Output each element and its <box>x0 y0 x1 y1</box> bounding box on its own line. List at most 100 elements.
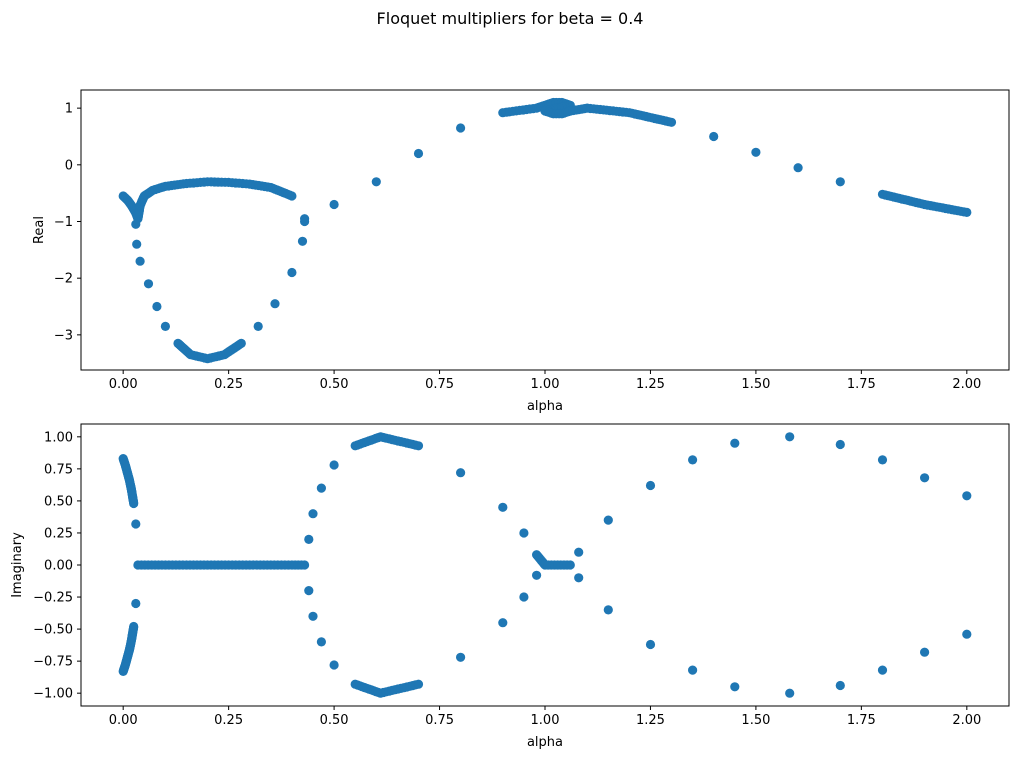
y-tick-label: −0.75 <box>33 655 73 670</box>
data-point <box>920 647 930 657</box>
data-point <box>316 637 326 647</box>
data-point <box>371 177 381 187</box>
data-point <box>129 498 139 509</box>
data-point <box>236 338 246 348</box>
data-point <box>131 598 141 609</box>
data-point <box>135 256 145 266</box>
data-point <box>962 491 972 501</box>
imaginary-x-ticks: 0.00 0.25 0.50 0.75 1.00 1.25 1.50 1.75 2.00 <box>109 706 981 728</box>
data-point <box>304 534 314 545</box>
x-tick-label: 0.00 <box>109 713 138 728</box>
data-point <box>565 560 575 570</box>
data-point <box>131 219 141 229</box>
x-tick-label: 2.00 <box>952 377 981 392</box>
data-point <box>413 441 424 451</box>
data-point <box>709 131 719 142</box>
data-point <box>456 123 466 133</box>
data-point <box>603 515 613 525</box>
data-point <box>688 455 698 465</box>
data-point <box>877 455 888 465</box>
y-tick-label: 1.00 <box>44 430 73 445</box>
imaginary-points <box>118 432 972 698</box>
real-x-ticks: 0.00 0.25 0.50 0.75 1.00 1.25 1.50 1.75 2.00 <box>109 370 981 392</box>
data-point <box>308 611 318 621</box>
data-point <box>143 279 154 289</box>
y-tick-label: 0.25 <box>44 526 73 541</box>
x-tick-label: 2.00 <box>952 713 981 728</box>
x-tick-label: 1.25 <box>636 377 665 392</box>
data-point <box>751 147 761 157</box>
real-y-ticks: 1 0 −1 −2 −3 <box>54 102 81 343</box>
data-point <box>253 321 263 331</box>
figure-suptitle: Floquet multipliers for beta = 0.4 <box>377 9 644 28</box>
imaginary-y-axis-label: Imaginary <box>10 532 25 598</box>
data-point <box>316 483 326 493</box>
data-point <box>835 680 845 691</box>
y-tick-label: −0.50 <box>33 623 73 638</box>
data-point <box>730 682 740 692</box>
data-point <box>962 629 972 639</box>
data-point <box>835 439 845 450</box>
y-tick-label: 0.75 <box>44 462 73 477</box>
data-point <box>287 267 297 278</box>
data-point <box>160 321 170 331</box>
x-tick-label: 0.50 <box>320 713 349 728</box>
data-point <box>645 480 656 491</box>
data-point <box>574 573 584 583</box>
x-tick-label: 1.50 <box>741 713 770 728</box>
x-tick-label: 1.75 <box>847 377 876 392</box>
data-point <box>304 586 314 596</box>
x-tick-label: 0.75 <box>425 713 454 728</box>
data-point <box>835 177 845 187</box>
data-point <box>329 460 339 470</box>
data-point <box>300 560 310 570</box>
data-point <box>132 239 142 249</box>
y-tick-label: −1 <box>54 215 73 230</box>
y-tick-label: −3 <box>54 328 73 343</box>
y-tick-label: −1.00 <box>33 687 73 702</box>
data-point <box>131 519 141 529</box>
real-points <box>118 97 972 364</box>
y-tick-label: −0.25 <box>33 591 73 606</box>
x-tick-label: 1.75 <box>847 713 876 728</box>
y-tick-label: 0.50 <box>44 494 73 509</box>
subplot-imaginary: 0.00 0.25 0.50 0.75 1.00 1.25 1.50 1.75 2.00 1.0… <box>10 423 1010 750</box>
data-point <box>413 679 424 689</box>
data-point <box>270 299 280 309</box>
data-point <box>498 502 508 512</box>
data-point <box>456 652 466 662</box>
x-tick-label: 0.50 <box>320 377 349 392</box>
data-point <box>300 216 310 227</box>
data-point <box>413 148 424 159</box>
real-x-axis-label: alpha <box>527 399 563 414</box>
x-tick-label: 1.50 <box>741 377 770 392</box>
real-y-axis-label: Real <box>32 216 47 244</box>
y-tick-label: 0 <box>65 158 73 173</box>
data-point <box>519 528 529 538</box>
x-tick-label: 1.25 <box>636 713 665 728</box>
imaginary-y-ticks: 1.00 0.75 0.50 0.25 0.00 −0.25 −0.50 −0.75 −1.00 <box>33 430 81 702</box>
y-tick-label: 0.00 <box>44 559 73 574</box>
subplot-real: 0.00 0.25 0.50 0.75 1.00 1.25 1.50 1.75 2.00 1 0 −… <box>32 89 1010 414</box>
data-point <box>329 660 339 670</box>
x-tick-label: 0.00 <box>109 377 138 392</box>
data-point <box>785 432 795 442</box>
y-tick-label: 1 <box>65 102 73 117</box>
data-point <box>877 665 888 675</box>
x-tick-label: 1.00 <box>531 377 560 392</box>
y-tick-label: −2 <box>54 272 73 287</box>
data-point <box>329 199 339 210</box>
data-point <box>920 473 930 483</box>
data-point <box>574 547 584 557</box>
data-point <box>603 605 613 615</box>
data-point <box>688 665 698 675</box>
data-point <box>297 236 308 246</box>
data-point <box>287 191 297 201</box>
x-tick-label: 0.75 <box>425 377 454 392</box>
data-point <box>519 592 529 602</box>
data-point <box>498 618 508 628</box>
x-tick-label: 0.25 <box>214 713 243 728</box>
x-tick-label: 1.00 <box>531 713 560 728</box>
